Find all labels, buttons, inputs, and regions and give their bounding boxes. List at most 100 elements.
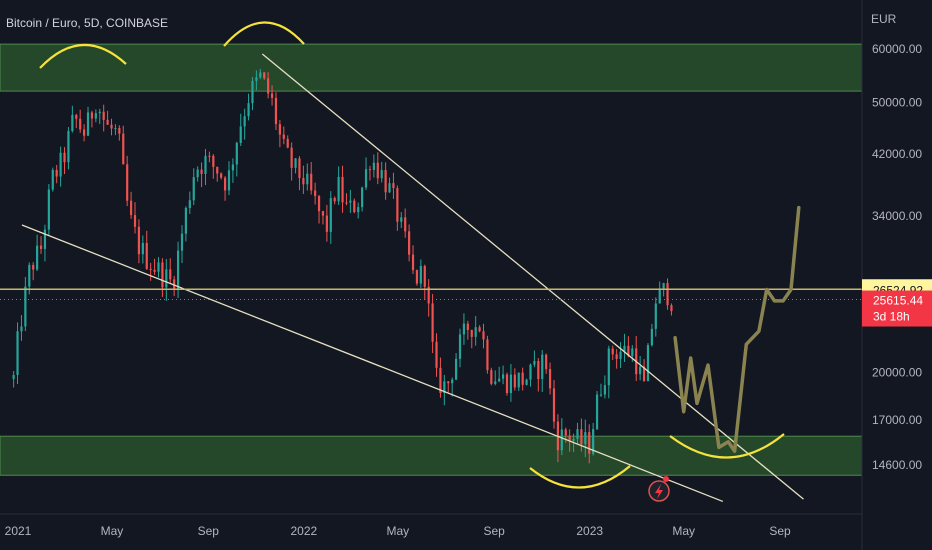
candle-body: [521, 372, 524, 385]
candle-body: [439, 367, 442, 393]
candle-body: [286, 138, 289, 148]
candle-body: [71, 114, 74, 132]
candle-body: [411, 254, 415, 271]
candle-body: [443, 381, 446, 393]
candle-body: [670, 305, 673, 312]
candle-body: [55, 169, 58, 177]
candle-body: [392, 183, 395, 189]
candle-body: [302, 178, 305, 185]
time-tick-label: Sep: [198, 524, 220, 538]
candle-body: [658, 288, 661, 304]
candle-body: [349, 200, 352, 203]
candle-body: [584, 432, 587, 445]
candle-body: [180, 233, 184, 251]
candle-body: [513, 374, 516, 388]
candle-body: [384, 170, 387, 193]
candle-body: [176, 250, 180, 289]
candle-body: [298, 158, 301, 179]
time-tick-label: May: [672, 524, 695, 538]
candle-body: [666, 283, 669, 306]
top-arc-right: [223, 21, 305, 47]
candle-body: [67, 131, 70, 163]
candle-body: [353, 200, 356, 213]
candle-body: [494, 381, 497, 384]
candle-body: [364, 169, 368, 188]
candle-body: [12, 374, 15, 380]
candle-body: [486, 339, 489, 371]
candle-body: [102, 111, 105, 120]
zone-1: [0, 435, 863, 476]
candle-body: [290, 147, 293, 168]
candle-body: [220, 173, 223, 178]
chart-title: Bitcoin / Euro, 5D, COINBASE: [6, 16, 168, 30]
candle-body: [478, 327, 481, 332]
candle-body: [192, 177, 195, 201]
price-tick-label: 42000.00: [872, 147, 922, 161]
lightning-icon: [655, 484, 663, 499]
candle-body: [208, 155, 211, 157]
candle-body: [427, 286, 430, 304]
candle-body: [490, 370, 493, 384]
candle-body: [501, 374, 505, 379]
candle-body: [235, 142, 238, 165]
candle-body: [599, 394, 603, 396]
candle-body: [274, 97, 278, 125]
candle-body: [631, 348, 634, 356]
candle-body: [282, 134, 285, 139]
last-price-label-bg: [862, 290, 932, 327]
candle-body: [145, 242, 148, 269]
alert-dot-icon: [663, 476, 669, 482]
candle-body: [458, 334, 462, 359]
time-tick-label: May: [386, 524, 409, 538]
price-tick-label: 50000.00: [872, 96, 922, 110]
price-tick-label: 20000.00: [872, 365, 922, 379]
candle-body: [376, 162, 379, 179]
candle-body: [223, 177, 227, 191]
candle-body: [317, 196, 321, 212]
candle-body: [329, 198, 332, 232]
candle-body: [137, 226, 141, 255]
candle-body: [388, 183, 391, 193]
candle-body: [321, 211, 325, 216]
candle-body: [141, 242, 144, 255]
time-tick-label: May: [101, 524, 124, 538]
candle-body: [619, 351, 622, 359]
price-tick-label: 60000.00: [872, 42, 922, 56]
candle-body: [161, 262, 164, 288]
candle-body: [627, 345, 630, 356]
candle-body: [59, 152, 62, 177]
candle-body: [36, 245, 39, 270]
candle-body: [63, 152, 66, 163]
candle-body: [639, 366, 642, 375]
candle-body: [333, 198, 336, 202]
currency-label: EUR: [871, 12, 897, 26]
candle-body: [396, 188, 399, 222]
candle-body: [470, 329, 473, 337]
candle-body: [149, 268, 152, 270]
candle-body: [357, 207, 360, 213]
candle-body: [545, 354, 548, 370]
candle-body: [595, 394, 599, 430]
candle-body: [173, 279, 176, 289]
lines-layer: [0, 53, 862, 503]
price-tick-label: 34000.00: [872, 209, 922, 223]
candle-body: [592, 429, 595, 454]
candle-body: [341, 176, 344, 203]
candle-body: [525, 379, 528, 385]
candle-body: [482, 331, 485, 340]
time-tick-label: 2021: [5, 524, 32, 538]
candle-body: [337, 176, 340, 202]
projected-bottom-arc: [669, 433, 785, 459]
candle-body: [39, 245, 43, 249]
candle-body: [294, 158, 297, 168]
candle-body: [533, 361, 536, 365]
trendline-0: [261, 53, 804, 500]
candle-body: [122, 133, 125, 165]
candle-body: [372, 162, 375, 170]
candle-body: [133, 215, 137, 227]
candle-body: [466, 323, 469, 330]
candle-body: [642, 366, 646, 382]
